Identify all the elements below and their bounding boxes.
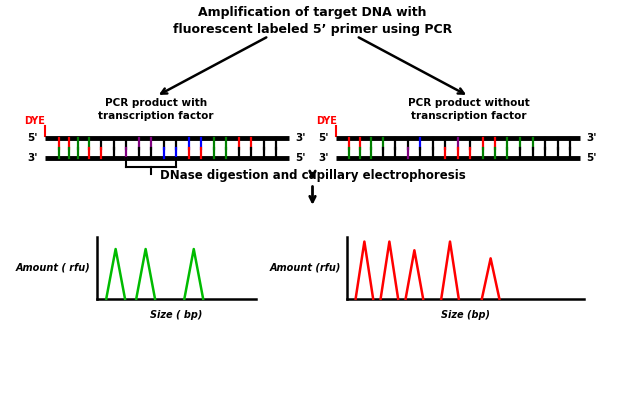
- Text: 5': 5': [27, 134, 38, 143]
- Text: DNase digestion and capillary electrophoresis: DNase digestion and capillary electropho…: [159, 169, 466, 182]
- Text: DYE: DYE: [24, 115, 45, 126]
- Text: PCR product without
transcription factor: PCR product without transcription factor: [408, 98, 529, 122]
- Text: Size ( bp): Size ( bp): [151, 310, 202, 320]
- Text: 3': 3': [318, 154, 329, 163]
- Text: DYE: DYE: [316, 115, 337, 126]
- Text: PCR product with
transcription factor: PCR product with transcription factor: [99, 98, 214, 122]
- Text: 5': 5': [586, 154, 597, 163]
- Text: Amount (rfu): Amount (rfu): [269, 263, 341, 273]
- Text: 3': 3': [295, 134, 306, 143]
- Text: Amount ( rfu): Amount ( rfu): [16, 263, 91, 273]
- Text: 3': 3': [586, 134, 597, 143]
- Text: 5': 5': [318, 134, 329, 143]
- Text: 3': 3': [27, 154, 38, 163]
- Text: 5': 5': [295, 154, 306, 163]
- Text: Amplification of target DNA with
fluorescent labeled 5’ primer using PCR: Amplification of target DNA with fluores…: [173, 6, 452, 36]
- Text: Size (bp): Size (bp): [441, 310, 490, 320]
